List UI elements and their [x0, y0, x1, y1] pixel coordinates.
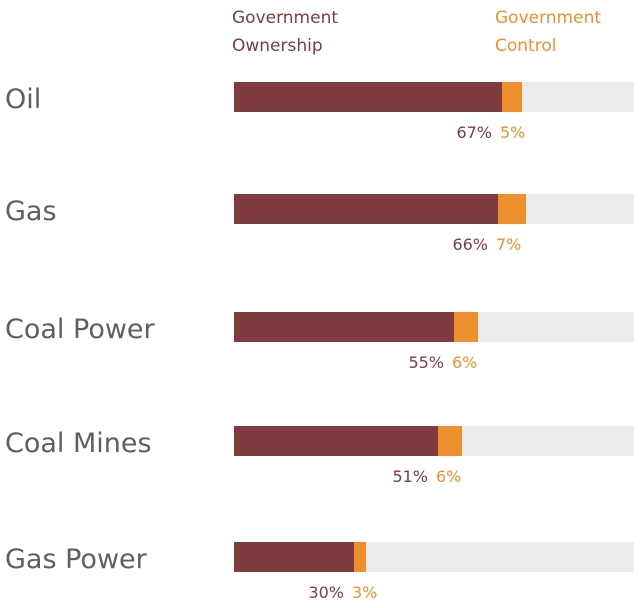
category-label: Coal Mines: [5, 428, 152, 459]
bar-ownership: [234, 542, 354, 572]
bar-row: Gas 66% 7%: [5, 194, 634, 254]
legend-ownership-line1: Government: [232, 8, 338, 28]
bar-row: Gas Power 30% 3%: [5, 542, 634, 602]
value-label-control: 6%: [436, 467, 461, 486]
category-label: Gas Power: [5, 544, 148, 575]
bar-row: Coal Mines 51% 6%: [5, 426, 634, 486]
legend-control-line1: Government: [495, 8, 601, 28]
bar-row: Oil 67% 5%: [5, 82, 634, 142]
category-label: Oil: [5, 84, 41, 115]
value-label-ownership: 30%: [308, 583, 344, 602]
value-label-control: 7%: [496, 235, 521, 254]
category-label: Gas: [5, 196, 57, 227]
bar-control: [498, 194, 526, 224]
bar-control: [454, 312, 478, 342]
bar-control: [354, 542, 366, 572]
category-label: Coal Power: [5, 314, 156, 345]
value-label-control: 5%: [500, 123, 525, 142]
value-label-ownership: 55%: [408, 353, 444, 372]
bar-control: [502, 82, 522, 112]
bar-control: [438, 426, 462, 456]
bar-ownership: [234, 312, 454, 342]
bar-ownership: [234, 426, 438, 456]
legend-ownership-line2: Ownership: [232, 36, 323, 56]
value-label-ownership: 51%: [392, 467, 428, 486]
value-label-control: 3%: [352, 583, 377, 602]
bar-row: Coal Power 55% 6%: [5, 312, 634, 372]
legend-control-line2: Control: [495, 36, 556, 56]
bar-ownership: [234, 82, 502, 112]
legend: Government Ownership Government Control: [232, 8, 601, 56]
value-label-ownership: 66%: [452, 235, 488, 254]
value-label-control: 6%: [452, 353, 477, 372]
value-label-ownership: 67%: [456, 123, 492, 142]
bar-ownership: [234, 194, 498, 224]
